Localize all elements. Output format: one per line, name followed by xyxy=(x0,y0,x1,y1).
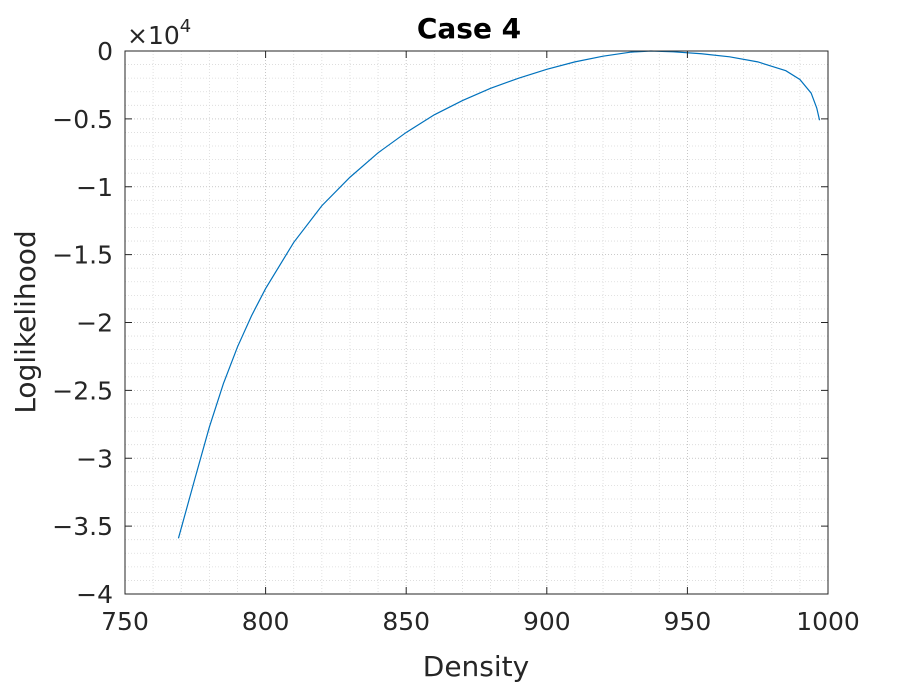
y-tick-label: −4 xyxy=(76,580,113,609)
y-tick-label: −3.5 xyxy=(52,512,113,541)
x-tick-label: 1000 xyxy=(796,607,860,636)
y-axis-label: Loglikelihood xyxy=(9,230,42,413)
y-exponent-power: 4 xyxy=(180,16,191,37)
x-tick-label: 900 xyxy=(523,607,571,636)
x-tick-label: 950 xyxy=(664,607,712,636)
y-tick-label: −1.5 xyxy=(52,241,113,270)
y-tick-label: −1 xyxy=(76,173,113,202)
series-line xyxy=(177,50,821,539)
y-exponent-label: ×104 xyxy=(127,16,191,50)
y-tick-label: −3 xyxy=(76,444,113,473)
x-tick-labels: 750 800 850 900 950 1000 xyxy=(101,607,860,636)
x-tick-label: 850 xyxy=(382,607,430,636)
x-axis-label: Density xyxy=(423,650,529,683)
y-tick-label: 0 xyxy=(97,37,113,66)
chart-title: Case 4 xyxy=(417,12,521,45)
y-tick-label: −2.5 xyxy=(52,376,113,405)
y-tick-label: −0.5 xyxy=(52,105,113,134)
tick-marks xyxy=(124,50,829,595)
y-tick-label: −2 xyxy=(76,309,113,338)
minor-grid xyxy=(125,51,828,594)
y-tick-labels: 0 −0.5 −1 −1.5 −2 −2.5 −3 −3.5 −4 xyxy=(52,37,113,609)
x-tick-label: 800 xyxy=(242,607,290,636)
x-tick-label: 750 xyxy=(101,607,149,636)
major-grid xyxy=(125,51,828,594)
